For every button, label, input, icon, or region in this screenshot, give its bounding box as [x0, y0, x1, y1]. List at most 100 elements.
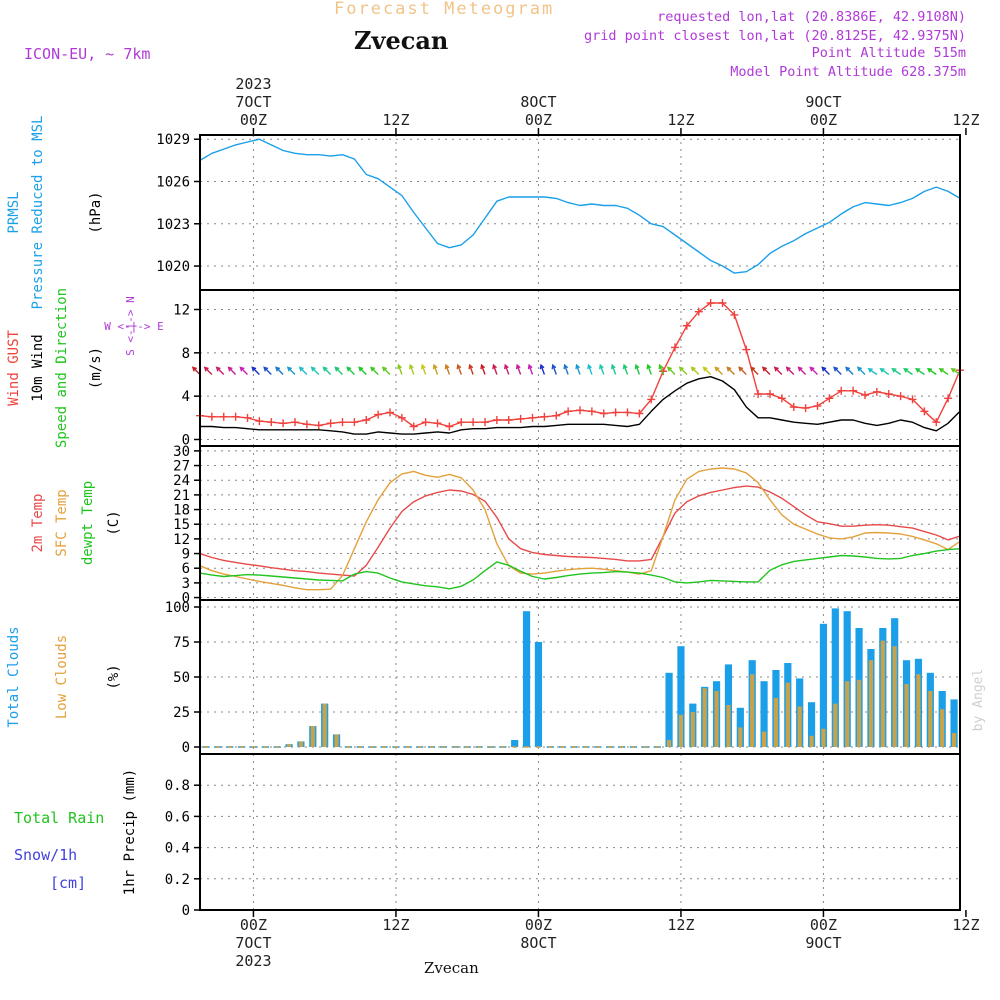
gust-marker — [374, 410, 383, 419]
panel-frame — [199, 445, 961, 601]
model-altitude: Model Point Altitude 628.375m — [730, 64, 966, 80]
point-altitude: Point Altitude 515m — [811, 45, 966, 61]
gust-marker — [825, 394, 834, 403]
cloud-bar — [310, 726, 315, 747]
gust-marker — [350, 418, 359, 427]
wind-direction-arrow — [409, 363, 415, 375]
bottom-time-label: 12Z — [667, 916, 694, 934]
panel-label: PRMSL — [6, 191, 22, 233]
cloud-bar — [785, 682, 790, 747]
cloud-bar — [821, 728, 826, 747]
cloud-bar — [536, 746, 541, 748]
cloud-bar — [714, 691, 719, 747]
cloud-bar — [809, 735, 814, 747]
legend-item: Total Rain — [14, 809, 104, 827]
gust-marker — [421, 418, 430, 427]
panel-label: (hPa) — [88, 191, 104, 233]
precip-legend: Total Rain Snow/1h [cm] — [14, 809, 104, 892]
bottom-time-label: 2023 — [235, 952, 271, 970]
wind-direction-arrow — [845, 366, 854, 375]
cloud-bar — [215, 746, 220, 748]
wind-direction-arrow — [492, 363, 498, 375]
gust-marker — [243, 413, 252, 422]
cloud-bar — [534, 642, 543, 747]
gust-marker — [291, 418, 299, 427]
cloud-bar — [950, 699, 958, 747]
cloud-bar — [678, 714, 684, 747]
top-time-label: 2023 — [235, 75, 271, 93]
wind-direction-arrow — [761, 366, 771, 375]
wind-direction-arrow — [646, 363, 652, 375]
cloud-bar — [560, 746, 565, 748]
cloud-bar — [511, 740, 519, 747]
cloud-bar — [845, 681, 850, 747]
wind-direction-arrow — [456, 363, 462, 375]
gust-marker — [635, 409, 644, 418]
bottom-time-label: 00Z — [240, 916, 267, 934]
cloud-bar — [263, 746, 268, 748]
cloud-bar — [453, 746, 458, 748]
cloud-bar — [690, 712, 695, 747]
cloud-bar — [203, 746, 209, 748]
gust-marker — [599, 409, 608, 418]
cloud-bar — [583, 746, 589, 748]
bottom-time-label: 00Z — [810, 916, 837, 934]
wind-direction-arrow — [563, 363, 569, 375]
gust-marker — [267, 418, 276, 427]
panel-wind: 0 4 8 12 — [173, 289, 964, 449]
gust-marker — [576, 406, 584, 415]
wind-direction-arrow — [856, 366, 866, 375]
cloud-bar — [856, 679, 862, 747]
gust-marker — [552, 411, 561, 420]
wind-direction-arrow — [480, 363, 486, 375]
cloud-bar — [417, 746, 422, 748]
wind-direction-arrow — [610, 363, 617, 375]
gust-marker — [694, 307, 703, 316]
cloud-bar — [286, 744, 292, 747]
wind-direction-arrow — [903, 367, 913, 376]
y-tick-label: 0 — [182, 740, 190, 756]
wind-direction-arrow — [867, 367, 878, 376]
cloud-bar — [251, 746, 256, 748]
panel-label: dewpt Temp — [80, 481, 96, 565]
y-tick-label: 75 — [173, 635, 190, 651]
gust-marker — [861, 391, 869, 400]
compass-ew: W <-|-> E — [104, 320, 164, 333]
wind-direction-arrow — [879, 367, 890, 376]
cloud-bar — [571, 746, 577, 748]
gust-marker — [255, 417, 264, 426]
wind-direction-arrow — [891, 367, 901, 376]
cloud-bar — [807, 702, 816, 747]
wind-direction-arrow — [215, 366, 225, 375]
wind-direction-arrow — [938, 367, 949, 376]
cloud-bar — [631, 746, 636, 748]
model-name: ICON-EU, ~ 7km — [24, 45, 151, 63]
requested-coordinates: requested lon,lat (20.8386E, 42.9108N) — [657, 9, 966, 25]
gust-marker — [813, 401, 822, 410]
cloud-bar — [548, 746, 553, 748]
wind-direction-arrow — [468, 363, 474, 375]
series-line — [200, 376, 961, 435]
cloud-bar — [595, 746, 600, 748]
gust-marker — [944, 394, 953, 403]
wind-direction-arrow — [666, 366, 676, 375]
cloud-bar — [702, 688, 707, 747]
y-tick-label: 21 — [173, 488, 190, 504]
cloud-bar — [500, 746, 505, 748]
cloud-bar — [405, 746, 410, 748]
cloud-bar — [655, 746, 660, 748]
gust-marker — [908, 395, 917, 404]
gust-marker — [611, 408, 620, 417]
gust-marker — [540, 412, 549, 421]
cloud-bar — [488, 746, 494, 748]
y-tick-label: 25 — [173, 705, 190, 721]
cloud-bar — [677, 646, 685, 747]
wind-direction-arrow — [286, 366, 296, 375]
compass-ns: S <-|-> N — [124, 296, 137, 356]
wind-direction-arrow — [738, 366, 747, 375]
wind-direction-arrow — [926, 367, 937, 376]
footer-location: Zvecan — [424, 959, 479, 977]
y-tick-label: 4 — [182, 389, 190, 405]
